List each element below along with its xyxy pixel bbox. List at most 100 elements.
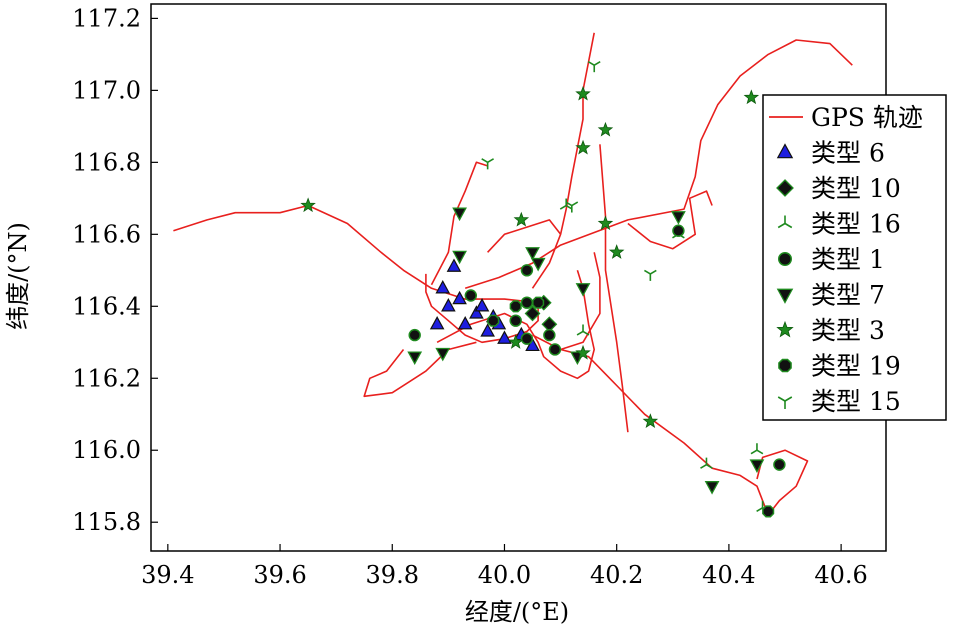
x-tick-label-7: 40.6 xyxy=(814,561,867,589)
gps-track-5 xyxy=(532,334,809,516)
point-type-6-3 xyxy=(429,316,445,330)
point-type-15-4 xyxy=(565,201,579,213)
point-type-1-1 xyxy=(408,328,421,342)
point-type-6-8 xyxy=(497,330,512,344)
point-type-16-5 xyxy=(700,457,713,469)
x-axis-ticks: 39.4 39.6 39.8 40.0 40.2 40.4 40.6 xyxy=(141,544,868,589)
legend-marker-5 xyxy=(778,252,792,266)
x-axis-label: 经度/(°E) xyxy=(465,598,569,626)
legend-box xyxy=(762,94,947,421)
point-type-15-2 xyxy=(481,158,494,170)
gps-track-10 xyxy=(436,270,596,380)
x-tick-label-4: 40.0 xyxy=(478,561,531,589)
legend-marker-7 xyxy=(776,320,794,338)
point-type-3-1 xyxy=(300,197,316,213)
point-type-1-10 xyxy=(509,314,522,327)
point-type-7-8 xyxy=(575,283,591,297)
point-type-6-11 xyxy=(525,337,540,352)
gps-track-9 xyxy=(627,190,713,250)
gps-track-12 xyxy=(560,252,601,351)
legend-label-7: 类型 3 xyxy=(811,316,885,345)
x-tick-label-2: 39.6 xyxy=(253,561,306,589)
point-type-6-4 xyxy=(452,290,467,305)
legend-label-9: 类型 15 xyxy=(811,387,901,416)
legend-label-8: 类型 19 xyxy=(811,352,901,381)
point-type-19-1 xyxy=(532,296,545,309)
legend-label-5: 类型 1 xyxy=(811,245,885,274)
point-type-1-8 xyxy=(672,224,685,237)
point-type-3-8 xyxy=(743,89,760,105)
legend-marker-2 xyxy=(776,143,794,159)
legend-marker-8 xyxy=(778,358,792,373)
point-type-7-7 xyxy=(671,211,686,225)
point-type-16-4 xyxy=(750,443,764,455)
point-type-19-4 xyxy=(762,505,775,518)
gps-track-3 xyxy=(531,32,595,289)
legend-label-6: 类型 7 xyxy=(811,281,885,310)
legend-label-1: GPS 轨迹 xyxy=(811,103,923,132)
point-type-3-11 xyxy=(608,244,625,259)
y-axis-label: 纬度/(°N) xyxy=(4,222,32,330)
point-type-10-1 xyxy=(524,305,541,322)
point-type-15-1 xyxy=(587,60,601,73)
point-type-3-6 xyxy=(597,215,614,231)
point-type-19-2 xyxy=(509,300,522,313)
y-tick-label-3: 116.2 xyxy=(72,364,141,392)
point-type-7-2 xyxy=(452,250,467,265)
legend-marker-6 xyxy=(776,288,794,304)
y-tick-label-1: 115.8 xyxy=(72,508,141,536)
y-tick-label-5: 116.6 xyxy=(72,220,141,248)
point-type-3-2 xyxy=(513,211,530,227)
y-axis-ticks: 115.8 116.0 116.2 116.4 116.6 116.8 117.0 117.2 xyxy=(72,4,158,536)
point-type-1-4 xyxy=(520,296,534,309)
legend-marker-4 xyxy=(777,215,793,229)
y-tick-label-8: 117.2 xyxy=(72,4,141,32)
gps-track-11 xyxy=(487,219,562,253)
point-type-1-2 xyxy=(464,289,478,302)
point-type-6-1 xyxy=(435,280,451,294)
point-type-15-3 xyxy=(643,269,657,281)
point-type-7-6 xyxy=(407,351,423,366)
point-type-1-6 xyxy=(548,343,562,356)
point-type-3-10 xyxy=(507,334,524,349)
point-type-7-10 xyxy=(749,459,765,473)
x-tick-label-3: 39.8 xyxy=(366,561,419,589)
y-tick-label-6: 116.8 xyxy=(72,148,141,176)
legend-marker-3 xyxy=(776,179,794,197)
point-type-7-3 xyxy=(525,247,540,261)
point-type-6-6 xyxy=(480,323,495,337)
point-type-7-9 xyxy=(704,481,720,495)
point-type-7-4 xyxy=(530,257,546,272)
x-tick-label-1: 39.4 xyxy=(141,561,194,589)
point-type-19-3 xyxy=(487,314,500,327)
point-type-3-4 xyxy=(575,139,591,155)
point-type-6-14 xyxy=(457,316,473,330)
point-type-7-1 xyxy=(452,207,467,222)
point-type-1-5 xyxy=(543,328,556,342)
point-type-1-3 xyxy=(520,264,534,277)
point-type-6-9 xyxy=(474,298,490,312)
point-type-6-2 xyxy=(446,258,462,272)
point-type-16-3 xyxy=(576,324,590,336)
point-type-1-9 xyxy=(773,458,786,471)
legend-marker-9 xyxy=(777,396,793,409)
y-tick-label-4: 116.4 xyxy=(72,292,141,320)
point-type-1-7 xyxy=(520,332,534,345)
y-tick-label-7: 117.0 xyxy=(72,76,141,104)
point-type-6-13 xyxy=(441,298,456,312)
x-tick-label-5: 40.2 xyxy=(590,561,643,589)
legend-label-3: 类型 10 xyxy=(811,174,901,203)
legend-label-2: 类型 6 xyxy=(811,139,885,168)
legend-label-4: 类型 16 xyxy=(811,210,901,239)
event-points xyxy=(300,60,786,518)
point-type-6-5 xyxy=(469,305,484,319)
point-type-7-5 xyxy=(435,347,451,362)
point-type-3-9 xyxy=(575,344,591,360)
point-type-3-7 xyxy=(642,413,659,429)
x-tick-label-6: 40.4 xyxy=(702,561,755,589)
point-type-3-5 xyxy=(597,121,614,137)
y-tick-label-2: 116.0 xyxy=(72,436,141,464)
gps-track-8 xyxy=(430,161,488,286)
